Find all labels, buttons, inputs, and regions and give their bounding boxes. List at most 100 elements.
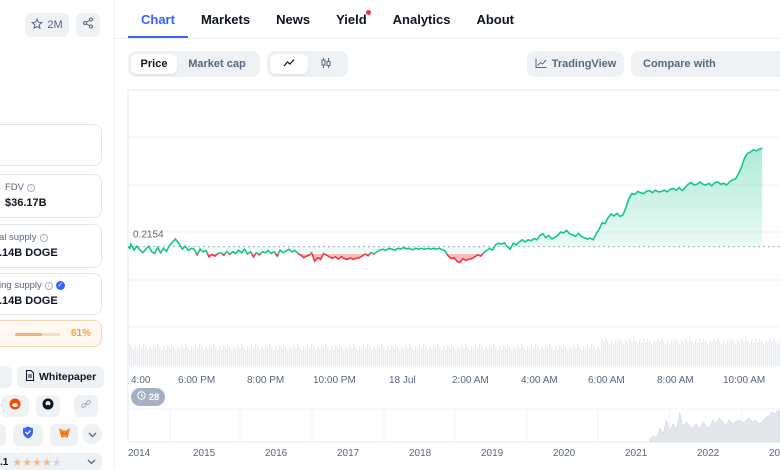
info-icon[interactable]: i <box>27 183 35 192</box>
coin-tabs: Chart Markets News Yield Analytics About <box>128 0 527 38</box>
volume-bar <box>361 349 363 366</box>
x-tick-label: 10:00 PM <box>313 375 356 386</box>
star-icon <box>31 17 44 33</box>
whitepaper-link[interactable]: Whitepaper <box>17 366 105 388</box>
tab-news[interactable]: News <box>263 0 323 38</box>
volume-bar <box>569 346 571 366</box>
tab-about[interactable]: About <box>463 0 527 38</box>
baseline-label: 0.2154 <box>133 230 164 241</box>
candlestick-toggle[interactable] <box>308 54 344 74</box>
contract-link[interactable] <box>0 424 6 446</box>
rating-dropdown[interactable]: .1 ★★★★★ <box>0 453 102 470</box>
tab-yield[interactable]: Yield <box>323 0 380 38</box>
volume-bar <box>707 344 709 366</box>
more-links-button[interactable] <box>82 424 102 444</box>
tab-label: Analytics <box>392 11 451 27</box>
tradingview-button[interactable]: TradingView <box>527 51 624 77</box>
reddit-link[interactable] <box>1 395 29 417</box>
line-chart-toggle[interactable] <box>270 54 308 74</box>
volume-bar <box>383 347 385 366</box>
github-link[interactable] <box>36 395 60 417</box>
tab-markets[interactable]: Markets <box>188 0 263 38</box>
volume-bar <box>427 350 429 366</box>
volume-bar <box>159 347 161 366</box>
volume-bar <box>413 350 415 366</box>
volume-bar <box>715 342 717 366</box>
volume-bar <box>489 345 491 366</box>
volume-bar <box>493 344 495 366</box>
volume-bar <box>205 346 207 366</box>
volume-bar <box>311 344 313 366</box>
volume-bar <box>591 344 593 366</box>
info-icon[interactable]: i <box>44 281 53 290</box>
supply-progress-card: 61% <box>0 320 102 347</box>
tab-label: Yield <box>336 11 367 27</box>
volume-bar <box>339 344 341 366</box>
volume-bar <box>325 344 327 366</box>
metamask-button[interactable] <box>50 424 78 446</box>
year-label: 2017 <box>337 448 360 459</box>
volume-bar <box>135 346 137 366</box>
volume-bar <box>457 346 459 366</box>
volume-bar <box>275 346 277 366</box>
watchlist-button[interactable]: 2M <box>25 13 69 37</box>
volume-bar <box>691 341 693 366</box>
volume-bar <box>505 348 507 366</box>
volume-bar <box>233 346 235 366</box>
volume-bar <box>625 340 627 366</box>
github-icon <box>42 397 54 415</box>
share-button[interactable] <box>76 13 100 37</box>
volume-bar <box>519 348 521 366</box>
volume-bar <box>229 347 231 366</box>
volume-bar <box>503 345 505 366</box>
volume-bar <box>553 350 555 366</box>
year-label: 2020 <box>553 448 576 459</box>
volume-bar <box>247 346 249 366</box>
volume-bar <box>409 344 411 366</box>
volume-bar <box>557 349 559 366</box>
volume-bar <box>295 348 297 366</box>
volume-bar <box>473 349 475 366</box>
time-range-badge[interactable]: 28 <box>131 388 165 406</box>
shield-icon <box>22 426 34 444</box>
volume-bar <box>195 345 197 366</box>
fdv-card: FDV i $36.17B <box>0 174 102 218</box>
volume-bar <box>327 347 329 366</box>
volume-bar <box>667 340 669 366</box>
volume-bar <box>319 349 321 366</box>
volume-bar <box>545 345 547 366</box>
x-tick-label: 6:00 PM <box>178 375 215 386</box>
star-icon: ★ <box>22 456 33 469</box>
volume-bar <box>355 347 357 366</box>
security-audit-button[interactable] <box>13 424 43 446</box>
volume-bar <box>581 350 583 366</box>
volume-bar <box>357 350 359 366</box>
volume-bar <box>429 346 431 366</box>
volume-bar <box>347 349 349 366</box>
tab-chart[interactable]: Chart <box>128 0 188 38</box>
volume-bar <box>405 345 407 366</box>
volume-bar <box>697 343 699 366</box>
volume-bar <box>721 344 723 366</box>
volume-bar <box>307 345 309 366</box>
volume-bar <box>407 348 409 366</box>
website-link[interactable]: e <box>0 366 12 388</box>
volume-bar <box>157 344 159 366</box>
volume-bar <box>547 348 549 366</box>
volume-bar <box>599 349 601 366</box>
tab-analytics[interactable]: Analytics <box>380 0 464 38</box>
copy-link-button[interactable] <box>74 395 98 417</box>
volume-bar <box>659 342 661 366</box>
market-cap-toggle[interactable]: Market cap <box>188 58 246 70</box>
volume-bar <box>213 344 215 366</box>
volume-bar <box>201 347 203 366</box>
volume-bar <box>249 349 251 366</box>
price-toggle[interactable]: Price <box>131 54 177 74</box>
volume-bar <box>653 340 655 366</box>
volume-bar <box>717 338 719 366</box>
volume-bar <box>421 348 423 366</box>
info-icon[interactable]: i <box>39 233 48 242</box>
new-badge-dot <box>365 10 371 15</box>
compare-with-select[interactable]: Compare with <box>631 51 780 77</box>
